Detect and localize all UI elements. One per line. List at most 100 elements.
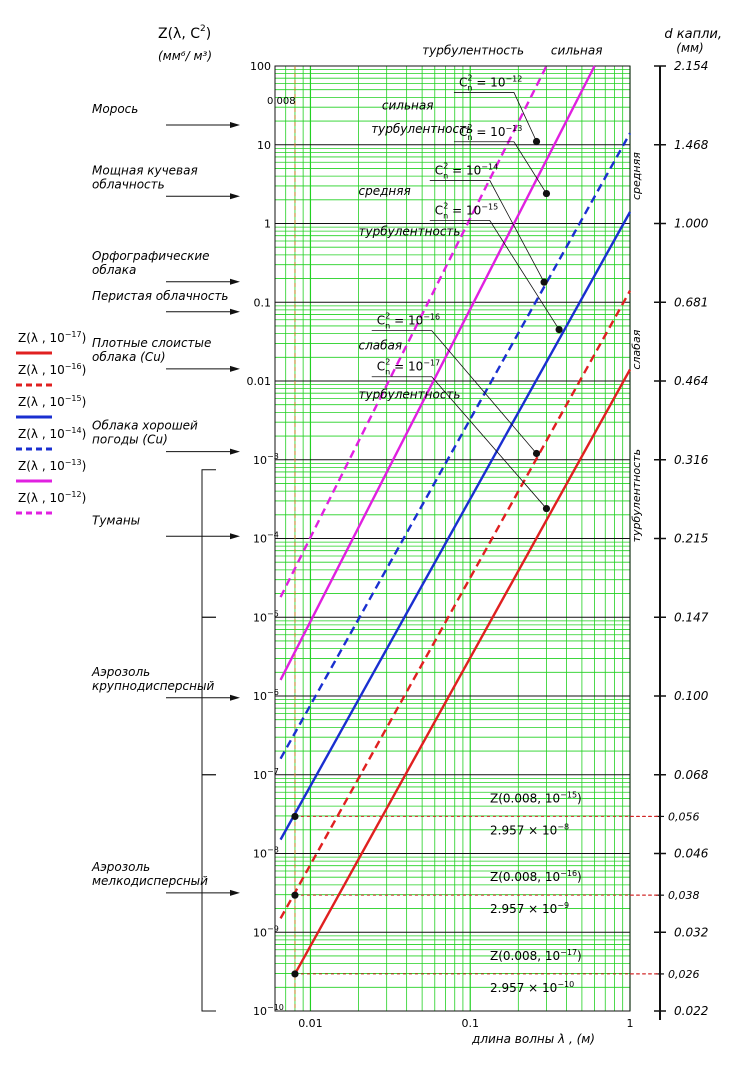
cn-label: Cn2 = 10−14 [435, 161, 498, 180]
right-axis-extra-label: 0,026 [668, 968, 700, 981]
x-tick-label: 0.1 [461, 1017, 479, 1030]
y-tick-label: 10−9 [253, 924, 279, 939]
y-axis-title: Z(λ, C2) [158, 24, 211, 42]
category-label: Морось [92, 102, 138, 116]
right-axis-tick-label: 0.046 [674, 847, 709, 861]
cn-label: Cn2 = 10−13 [459, 123, 522, 142]
turbulence-label: турбулентность [359, 225, 461, 239]
y-tick-label: 10−10 [253, 1003, 284, 1018]
arrow-head-icon [230, 694, 240, 701]
x-axis-title: длина волны λ , (м) [471, 1032, 595, 1046]
arrow-head-icon [230, 122, 240, 129]
range-bracket [201, 774, 216, 1012]
category-label: крупнодисперсный [92, 679, 214, 693]
legend: Z(λ , 10−17) Z(λ , 10−16) Z(λ , 10−15) Z(λ … [16, 330, 86, 515]
arrow-head-icon [230, 448, 240, 455]
range-bracket [201, 616, 216, 776]
category-label: Перистая облачность [92, 289, 229, 303]
category-label: Мощная кучевая [92, 163, 198, 177]
series-line [279, 65, 548, 598]
right-axis-tick-label: 1.000 [674, 217, 709, 231]
y-tick-label: 10−4 [253, 531, 279, 546]
right-axis-extra-label: 0,056 [668, 810, 700, 823]
right-axis-tick-label: 1.468 [674, 138, 709, 152]
category-label: Облака хорошей [92, 419, 198, 433]
arrow-head-icon [230, 889, 240, 896]
turbulence-vertical-label: слабая [630, 329, 643, 369]
formula-z-label: Z(0.008, 10−15) [490, 790, 582, 805]
data-point [532, 137, 541, 146]
series-line [279, 290, 632, 919]
category-label: облака [92, 263, 136, 277]
y-tick-label: 0.01 [247, 375, 272, 388]
y-tick-label: 10 [257, 139, 271, 152]
turbulence-label: сильная [382, 99, 434, 113]
turbulence-label: турбулентность [359, 387, 461, 401]
data-point [291, 812, 299, 821]
category-label: облачность [92, 177, 165, 191]
marker-line-label: 0.008 [267, 96, 296, 107]
right-axis-tick-label: 0.022 [674, 1004, 708, 1018]
cn-label: Cn2 = 10−17 [377, 358, 440, 377]
arrow-head-icon [230, 308, 240, 315]
cn-leader-line [429, 220, 560, 330]
category-label: Аэрозоль [91, 665, 150, 679]
turbulence-label: турбулентность [422, 43, 524, 57]
series-line [279, 211, 632, 841]
category-label: облака (Cu) [92, 350, 166, 364]
y-tick-label: 10−8 [253, 846, 279, 861]
right-axis-tick-label: 0.215 [674, 532, 708, 546]
legend-label: Z(λ , 10−17) [18, 330, 86, 345]
data-point [291, 891, 299, 899]
series-line [293, 368, 632, 975]
plot-frame [274, 65, 631, 1012]
legend-label: Z(λ , 10−13) [18, 458, 86, 473]
y-tick-label: 10−6 [253, 688, 279, 703]
turbulence-label: сильная [551, 43, 603, 57]
right-axis-tick-label: 0.032 [674, 925, 708, 939]
range-bracket [201, 469, 216, 618]
right-axis-title: d капли, [664, 27, 722, 42]
arrow-head-icon [230, 278, 240, 285]
right-axis-tick-label: 0.068 [674, 768, 709, 782]
right-axis-tick-label: 0.147 [674, 610, 709, 624]
y-tick-label: 1 [264, 218, 271, 231]
legend-label: Z(λ , 10−14) [18, 426, 86, 441]
cn-leader-line [429, 180, 545, 283]
category-label: мелкодисперсный [92, 874, 208, 888]
y-tick-label: 100 [250, 60, 271, 73]
arrow-head-icon [230, 193, 240, 200]
category-label: погоды (Cu) [92, 433, 168, 447]
legend-label: Z(λ , 10−15) [18, 394, 86, 409]
x-tick-label: 1 [627, 1017, 634, 1030]
series-line [279, 132, 632, 760]
formula-z-label: Z(0.008, 10−16) [490, 869, 582, 884]
formula-value: 2.957 × 10−10 [490, 980, 574, 995]
right-axis-tick-label: 0.464 [674, 374, 708, 388]
category-label: Аэрозоль [91, 860, 150, 874]
turbulence-label: турбулентность [371, 122, 473, 136]
legend-label: Z(λ , 10−12) [18, 490, 86, 505]
cn-label: Cn2 = 10−12 [459, 73, 522, 92]
right-axis-extra-label: 0,038 [668, 889, 700, 902]
data-point [291, 970, 299, 978]
series-line [279, 65, 596, 681]
legend-label: Z(λ , 10−16) [18, 362, 86, 377]
cn-leader-line [371, 376, 547, 509]
right-axis-tick-label: 0.100 [674, 689, 709, 703]
category-label: Плотные слоистые [92, 336, 211, 350]
formula-value: 2.957 × 10−9 [490, 901, 569, 916]
right-axis-tick-label: 2.154 [674, 59, 708, 73]
y-tick-label: 10−3 [253, 452, 279, 467]
arrow-head-icon [230, 533, 240, 540]
right-axis-tick-label: 0.316 [674, 453, 709, 467]
cn-leader-line [453, 92, 537, 142]
arrow-head-icon [230, 365, 240, 372]
turbulence-vertical-label: турбулентность [630, 449, 643, 542]
turbulence-label: средняя [359, 184, 411, 198]
formula-z-label: Z(0.008, 10−17) [490, 948, 582, 963]
y-axis-units: (мм⁶/ м³) [158, 49, 212, 63]
category-label: Орфографические [92, 249, 210, 263]
turbulence-label: слабая [359, 339, 403, 353]
